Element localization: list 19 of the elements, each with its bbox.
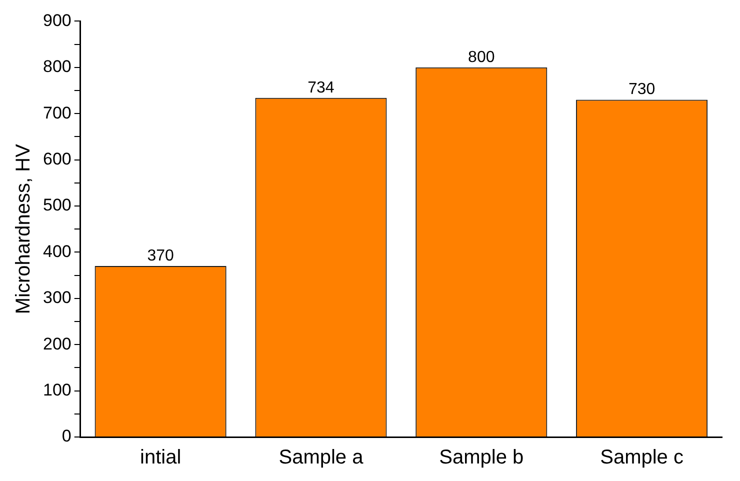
x-tick-label: Sample a <box>278 446 364 469</box>
y-tick-label: 400 <box>42 242 72 261</box>
data-label: 734 <box>308 79 334 96</box>
y-tick-label: 0 <box>62 426 72 446</box>
y-tick-label: 800 <box>42 57 72 76</box>
x-tick-label: intial <box>140 446 182 469</box>
data-label: 800 <box>468 48 495 66</box>
data-label: 370 <box>147 247 174 264</box>
y-axis-title: Microhardness, HV <box>12 143 35 314</box>
y-tick-label: 300 <box>42 288 72 308</box>
y-tick-label: 700 <box>42 103 72 122</box>
x-tick-label: Sample c <box>600 446 684 469</box>
y-tick-label: 600 <box>42 149 72 168</box>
x-tick-label: Sample b <box>439 446 524 469</box>
y-tick-label: 900 <box>42 10 72 30</box>
y-tick-label: 200 <box>42 334 72 354</box>
y-tick-label: 500 <box>42 196 72 215</box>
data-label: 730 <box>628 81 656 98</box>
y-tick-label: 100 <box>42 380 72 400</box>
